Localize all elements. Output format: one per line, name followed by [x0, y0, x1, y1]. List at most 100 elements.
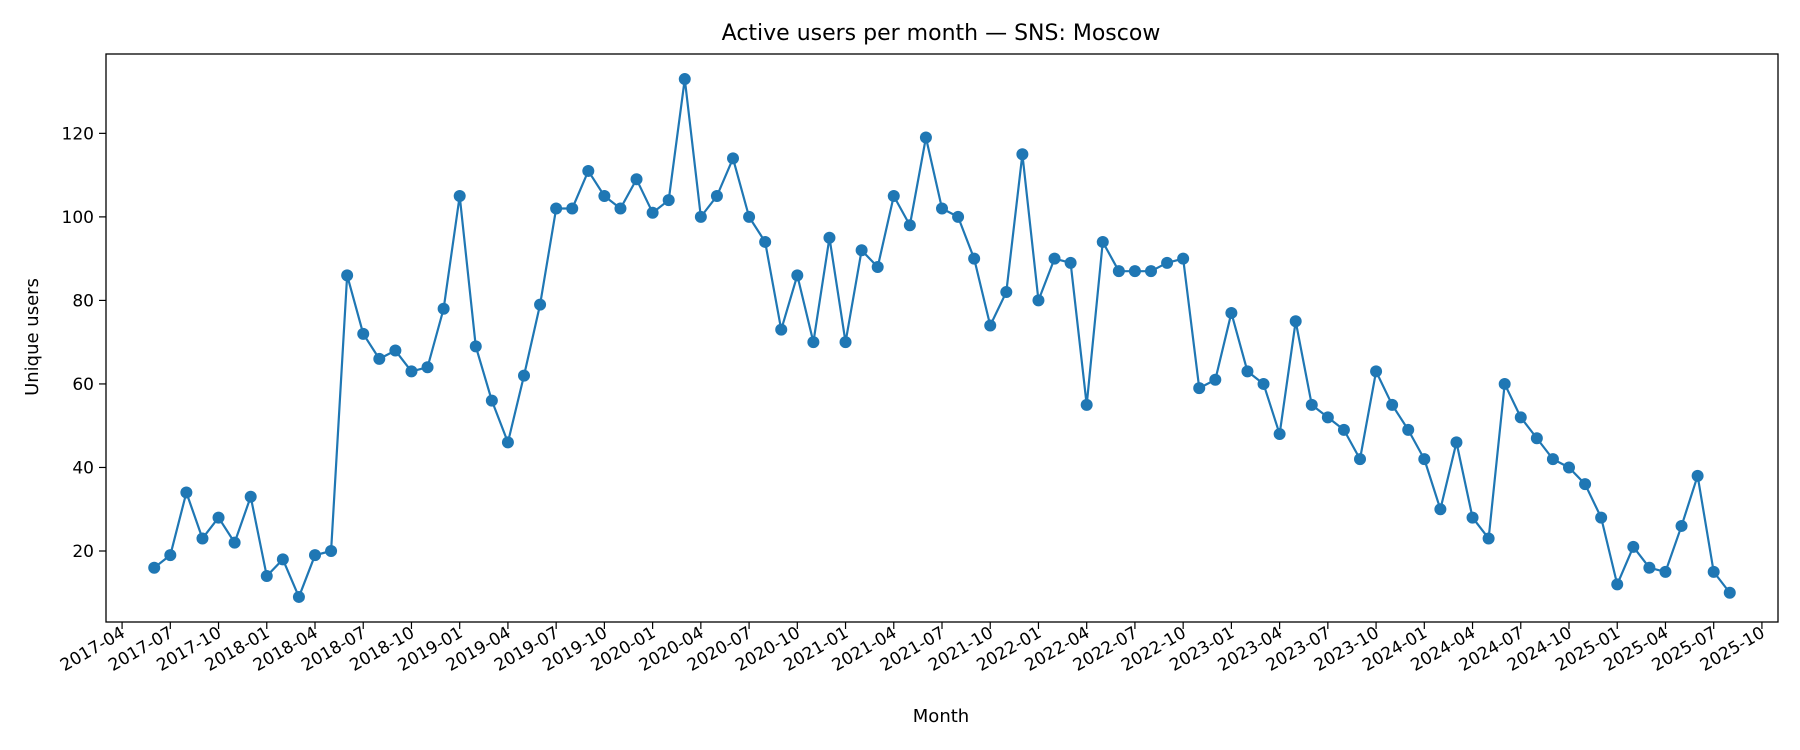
data-point	[614, 202, 627, 215]
data-point	[518, 369, 530, 382]
data-point	[260, 570, 273, 583]
data-point	[228, 536, 241, 549]
data-point	[1016, 148, 1029, 161]
data-point	[936, 202, 948, 215]
data-point	[485, 394, 498, 407]
data-point	[1595, 511, 1608, 524]
data-point	[1450, 436, 1463, 449]
data-point	[1579, 478, 1592, 491]
data-point	[1305, 398, 1318, 411]
data-point	[791, 269, 804, 282]
data-point	[534, 298, 547, 311]
data-point	[1498, 377, 1511, 390]
data-point	[968, 252, 981, 265]
data-point	[1145, 265, 1157, 278]
data-point	[1434, 503, 1447, 516]
series-group	[148, 73, 1736, 603]
data-point	[1161, 256, 1174, 269]
data-point	[1482, 532, 1495, 545]
data-point	[1257, 377, 1270, 390]
data-point	[952, 210, 965, 223]
data-point	[1080, 398, 1093, 411]
data-point	[839, 336, 852, 349]
data-point	[1209, 373, 1222, 386]
data-point	[598, 190, 611, 202]
data-point	[984, 319, 997, 332]
data-point	[180, 486, 193, 499]
data-point	[887, 190, 900, 202]
data-point	[1337, 423, 1350, 436]
data-point	[1096, 235, 1109, 248]
data-point	[309, 549, 321, 562]
y-tick-label: 80	[72, 291, 94, 311]
data-point	[276, 553, 289, 566]
data-point	[453, 190, 466, 202]
data-point	[1225, 306, 1238, 319]
x-axis-label: Month	[913, 706, 969, 727]
data-point	[727, 152, 739, 165]
data-point	[1193, 382, 1206, 395]
data-point	[164, 549, 177, 562]
data-point	[1723, 586, 1736, 599]
y-tick-label: 120	[62, 124, 94, 144]
data-point	[469, 340, 482, 353]
data-point	[1627, 540, 1640, 553]
data-point	[325, 545, 338, 557]
data-point	[1707, 565, 1720, 578]
data-point	[148, 561, 161, 574]
data-point	[1691, 469, 1704, 482]
data-point	[871, 261, 884, 273]
data-point	[389, 344, 402, 357]
data-point	[292, 590, 305, 603]
data-point	[1418, 453, 1431, 466]
data-point	[743, 210, 756, 223]
data-point	[1128, 265, 1141, 278]
data-point	[1064, 256, 1077, 269]
y-tick-label: 20	[72, 542, 94, 562]
data-point	[823, 231, 836, 244]
data-point	[1241, 365, 1254, 378]
data-point	[662, 194, 675, 207]
data-point	[1643, 561, 1656, 574]
series-line	[153, 77, 1731, 599]
data-point	[1112, 265, 1125, 278]
data-point	[1177, 252, 1190, 265]
y-axis-label: Unique users	[22, 278, 43, 396]
y-axis-ticks: 20 40 60 80 100 120	[62, 124, 106, 562]
data-point	[1563, 461, 1575, 474]
data-point	[807, 336, 820, 349]
data-point	[1514, 411, 1527, 424]
data-point	[1032, 294, 1045, 307]
data-point	[1289, 315, 1302, 328]
data-point	[373, 352, 386, 365]
data-point	[244, 490, 257, 503]
data-point	[1273, 428, 1286, 441]
y-tick-label: 100	[62, 208, 94, 228]
data-point	[357, 327, 370, 340]
data-point	[775, 323, 788, 336]
data-point	[501, 436, 514, 449]
data-point	[1611, 578, 1624, 591]
data-point	[694, 210, 707, 223]
data-point	[1675, 519, 1688, 532]
data-point	[630, 173, 643, 186]
data-point	[903, 219, 916, 232]
data-point	[437, 302, 450, 315]
data-point	[759, 235, 772, 248]
data-point	[421, 361, 434, 374]
data-point	[1386, 398, 1399, 411]
data-point	[1370, 365, 1383, 378]
data-point	[550, 202, 563, 215]
data-point	[855, 244, 868, 257]
plot-frame	[105, 53, 1779, 623]
data-point	[1048, 252, 1061, 265]
data-point	[1000, 286, 1013, 299]
data-point	[566, 202, 579, 215]
y-tick-label: 40	[72, 458, 94, 478]
data-point	[582, 164, 595, 177]
data-point	[1466, 511, 1479, 524]
data-point	[1321, 411, 1334, 424]
data-point	[212, 511, 225, 524]
y-tick-label: 60	[72, 375, 94, 395]
